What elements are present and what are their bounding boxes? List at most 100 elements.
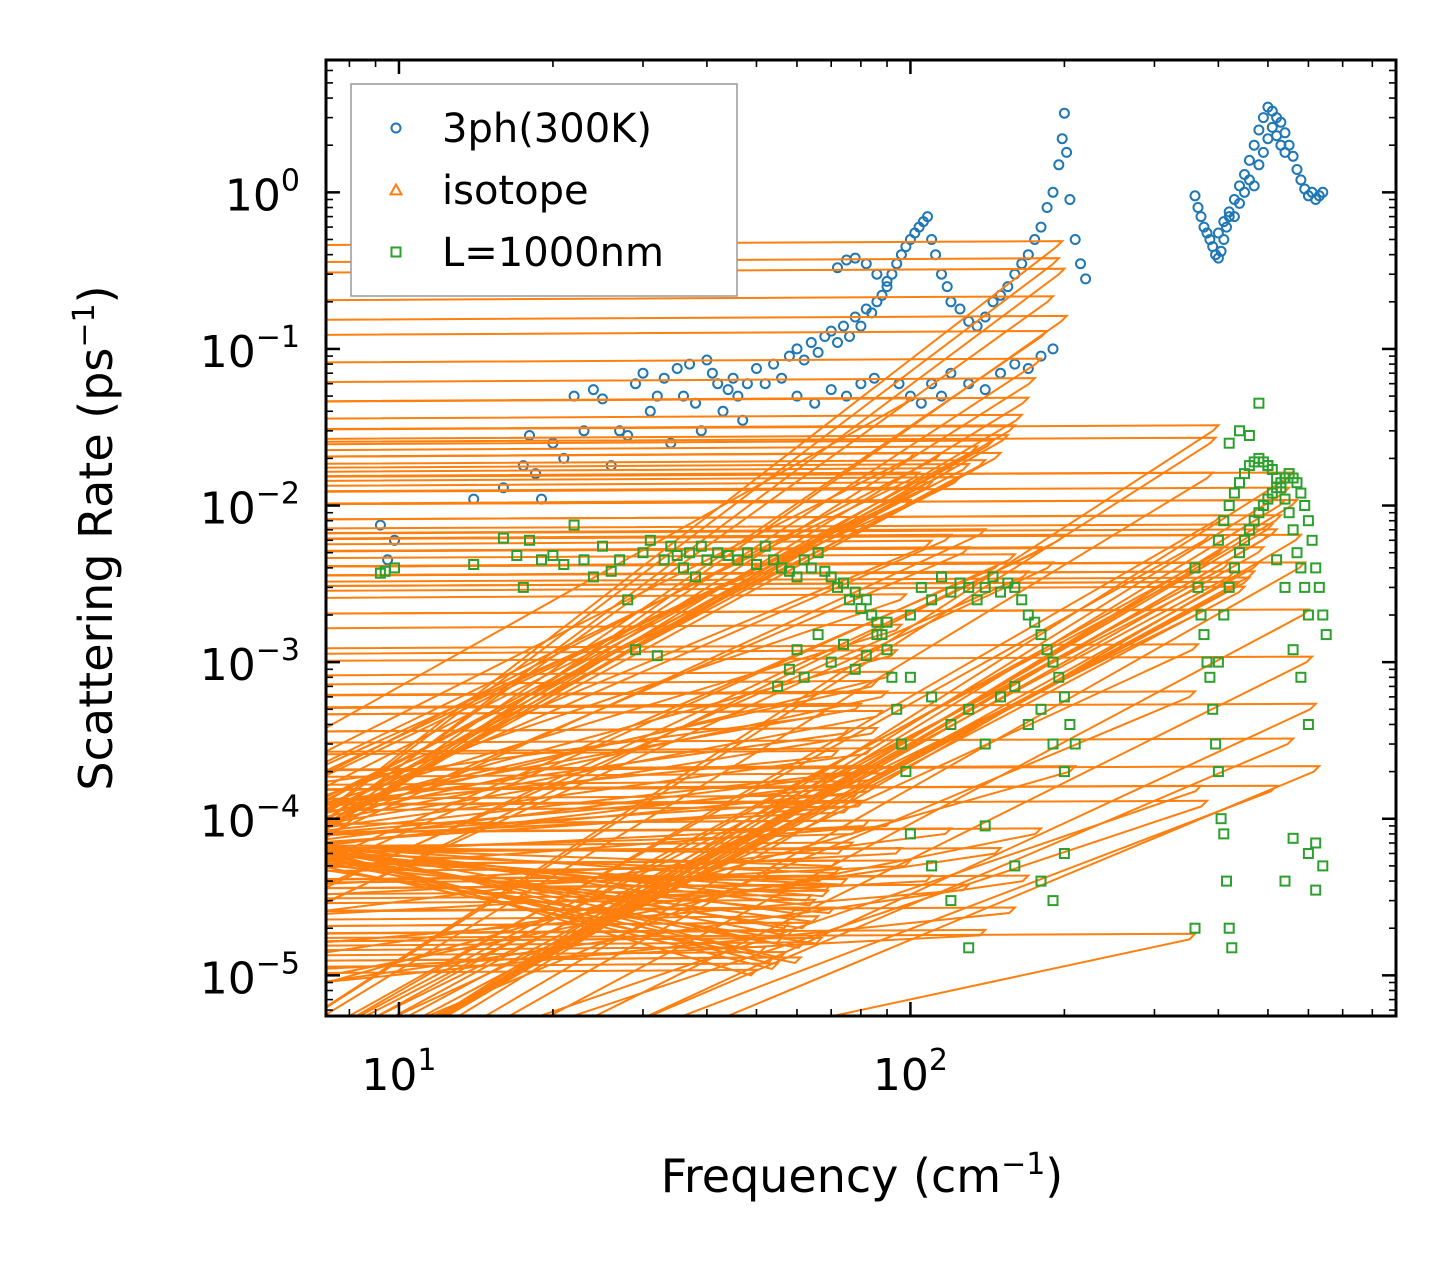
data-point <box>1215 245 1227 257</box>
data-point <box>915 397 927 409</box>
data-point <box>904 609 916 621</box>
data-point <box>849 586 861 598</box>
data-point <box>945 895 957 907</box>
data-point <box>1243 430 1255 441</box>
data-point <box>622 594 634 606</box>
data-point <box>1302 515 1314 527</box>
data-point <box>871 268 883 280</box>
data-point <box>671 550 683 561</box>
data-point <box>941 281 953 293</box>
data-point <box>1212 252 1224 264</box>
data-point <box>1317 860 1329 872</box>
data-point <box>1253 397 1265 409</box>
data-point <box>326 726 852 806</box>
data-point <box>614 425 626 437</box>
legend-entry: isotope <box>388 168 589 214</box>
data-point <box>1204 671 1216 683</box>
data-point <box>326 528 1280 1016</box>
legend-marker <box>390 246 402 258</box>
data-point <box>1047 895 1059 907</box>
data-point <box>1058 848 1070 859</box>
data-point <box>1058 107 1070 119</box>
data-point <box>1295 174 1307 186</box>
data-point <box>926 860 938 872</box>
data-point <box>326 623 904 804</box>
data-point <box>1058 766 1070 778</box>
data-point <box>1275 116 1287 128</box>
data-point <box>1047 656 1059 668</box>
data-point <box>326 874 935 915</box>
y-tick-label: 100 <box>225 163 300 221</box>
data-point <box>326 851 796 937</box>
data-point <box>915 581 927 593</box>
data-point <box>798 554 810 566</box>
data-point <box>963 581 975 593</box>
data-point <box>963 703 975 715</box>
data-point <box>751 363 762 374</box>
data-point <box>945 296 957 308</box>
data-point <box>326 869 824 945</box>
data-point <box>783 663 795 675</box>
legend-box <box>350 83 738 297</box>
data-point <box>326 690 1198 1016</box>
data-point <box>860 594 872 606</box>
data-point <box>326 439 996 814</box>
data-point <box>326 850 759 977</box>
data-point <box>326 784 1280 1016</box>
data-point <box>497 482 509 494</box>
data-point <box>819 565 831 577</box>
data-point <box>1210 738 1222 750</box>
data-point <box>536 554 547 566</box>
data-point <box>326 864 837 915</box>
data-point <box>326 481 935 777</box>
data-point <box>1253 159 1265 171</box>
data-point <box>860 650 872 662</box>
data-point <box>326 451 944 775</box>
data-point <box>1226 942 1238 954</box>
data-point <box>1234 197 1245 209</box>
data-point <box>1313 581 1325 593</box>
data-point <box>1069 234 1081 245</box>
data-point <box>1053 671 1065 683</box>
data-point <box>326 679 880 807</box>
data-point <box>1302 848 1314 859</box>
data-point <box>326 643 1201 1016</box>
data-point <box>1320 629 1332 641</box>
data-point <box>805 562 817 574</box>
data-point <box>812 547 824 559</box>
data-point <box>326 737 1296 1016</box>
data-point <box>832 337 843 348</box>
data-point <box>1299 500 1311 511</box>
data-point <box>1234 425 1245 437</box>
data-point <box>1299 581 1311 593</box>
data-point <box>1223 500 1235 511</box>
data-point <box>326 866 804 965</box>
data-point <box>326 844 768 954</box>
data-point <box>468 559 480 570</box>
data-point <box>1221 875 1232 887</box>
data-point <box>891 703 903 715</box>
data-point <box>706 367 718 379</box>
data-point <box>326 593 909 797</box>
data-point <box>1223 922 1235 934</box>
data-point <box>326 413 1025 831</box>
data-point <box>326 471 922 763</box>
data-point <box>684 547 696 559</box>
axis-ticks <box>326 59 1396 1016</box>
data-point <box>326 314 1070 840</box>
data-point <box>326 846 846 855</box>
data-point <box>1248 180 1260 192</box>
data-point <box>1192 202 1204 213</box>
data-point <box>1189 562 1201 574</box>
data-point <box>1271 554 1283 566</box>
data-point <box>326 580 1242 1016</box>
data-point <box>805 337 817 348</box>
data-point <box>326 533 1304 1016</box>
data-point <box>832 262 843 274</box>
data-point <box>326 690 890 818</box>
series-triangle <box>326 240 1322 1016</box>
data-point <box>812 629 824 641</box>
data-point <box>497 532 509 544</box>
data-point <box>701 554 713 566</box>
data-point <box>326 883 972 944</box>
